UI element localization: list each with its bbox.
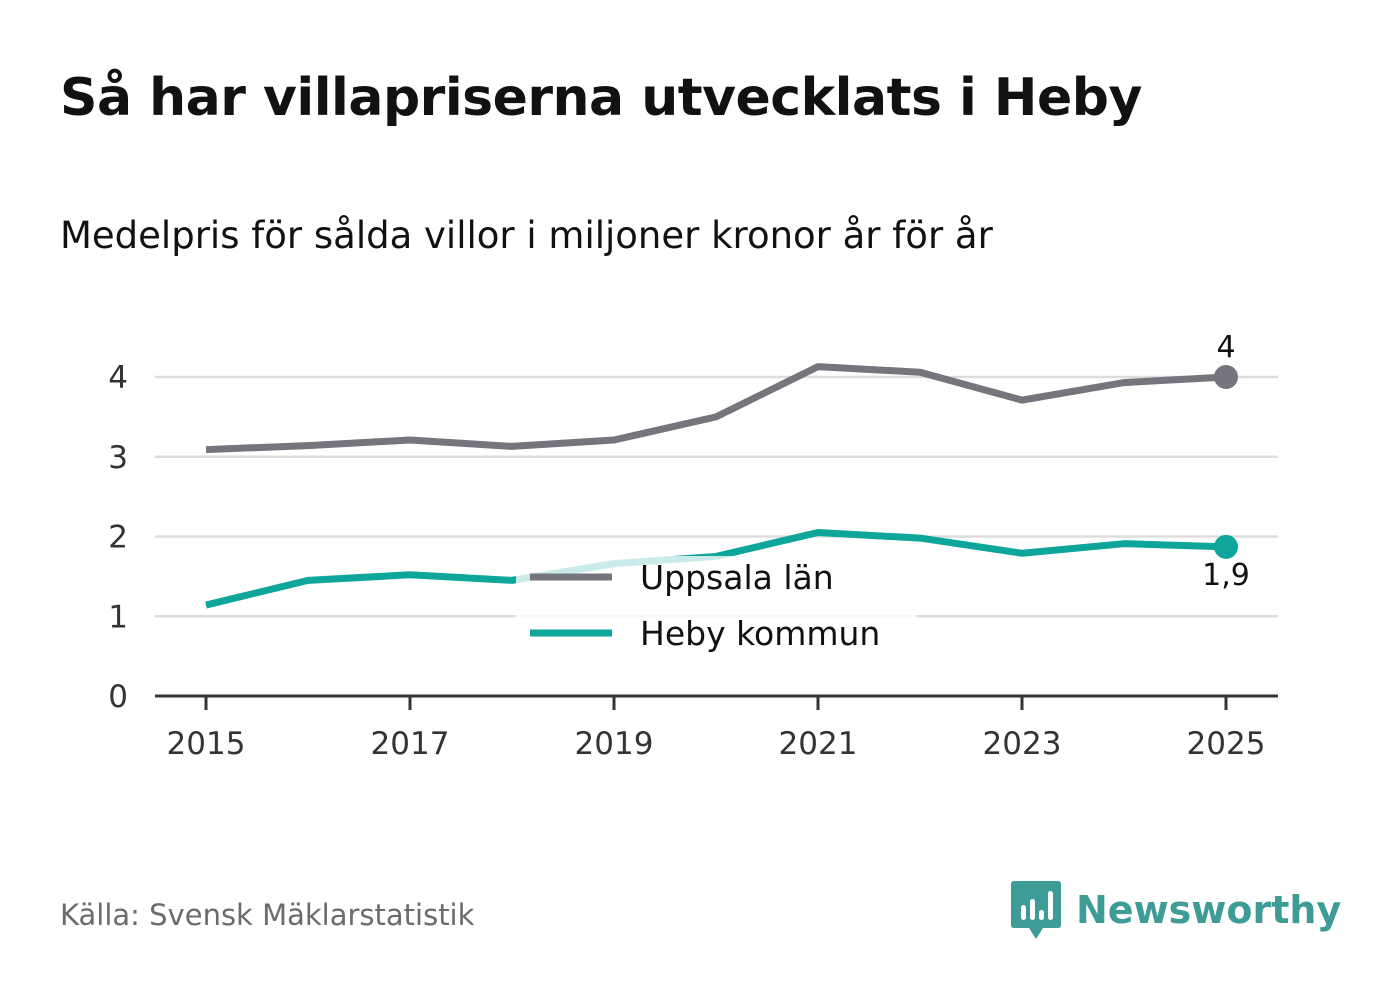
chart-subtitle: Medelpris för sålda villor i miljoner kr…	[60, 214, 993, 257]
legend-label: Heby kommun	[640, 614, 880, 653]
page-title: Så har villapriserna utvecklats i Heby	[60, 68, 1142, 128]
newsworthy-logo-icon	[1011, 881, 1061, 939]
brand-logo[interactable]: Newsworthy	[1010, 878, 1341, 942]
y-axis-labels: 0 1 2 3 4	[108, 360, 128, 715]
end-value-label: 1,9	[1202, 558, 1250, 593]
y-tick-label: 2	[108, 520, 128, 556]
legend-label: Uppsala län	[640, 558, 834, 597]
legend-box	[516, 556, 916, 660]
y-tick-label: 3	[108, 440, 128, 476]
end-markers: 41,9	[1202, 330, 1250, 593]
end-value-label: 4	[1216, 330, 1235, 365]
brand-name: Newsworthy	[1076, 888, 1342, 932]
end-marker	[1214, 534, 1238, 559]
x-tick-label: 2017	[371, 726, 450, 762]
x-tick-label: 2021	[779, 726, 858, 762]
x-axis-labels: 2015 2017 2019 2021 2023 2025	[167, 696, 1266, 762]
y-tick-label: 1	[108, 599, 128, 635]
end-marker	[1214, 365, 1238, 389]
y-tick-label: 4	[108, 360, 128, 396]
x-tick-label: 2023	[983, 726, 1062, 762]
x-tick-label: 2015	[167, 726, 246, 762]
source-note: Källa: Svensk Mäklarstatistik	[60, 898, 475, 932]
legend: Uppsala län Heby kommun	[516, 556, 916, 660]
series-line-uppsala	[205, 363, 1227, 454]
x-tick-label: 2019	[575, 726, 654, 762]
x-tick-label: 2025	[1187, 726, 1266, 762]
y-tick-label: 0	[108, 679, 128, 715]
